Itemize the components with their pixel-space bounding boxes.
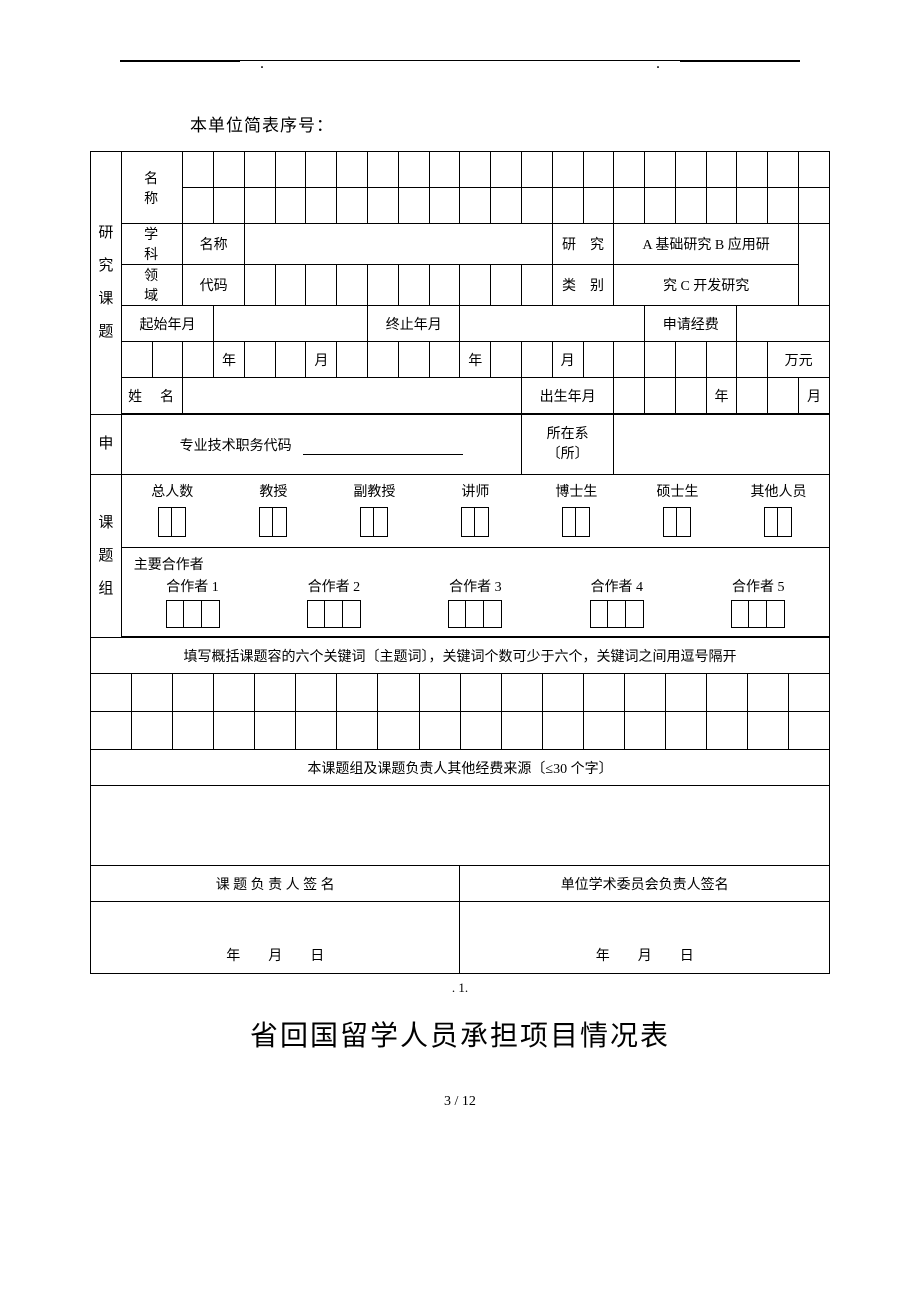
keywords-note: 填写概括课题容的六个关键词〔主题词〕，关键词个数可少于六个，关键词之间用逗号隔开 — [91, 638, 830, 674]
other-boxes[interactable] — [764, 507, 792, 537]
label-year-1: 年 — [214, 342, 245, 378]
total-boxes[interactable] — [158, 507, 186, 537]
label-subject: 学 科 — [121, 224, 183, 265]
keywords-row-1[interactable] — [91, 674, 830, 712]
coop-row: 主要合作者 合作者 1 合作者 2 合作者 3 合作者 4 合作者 5 — [121, 548, 829, 637]
label-prof: 教授 — [223, 481, 324, 501]
phd-boxes[interactable] — [562, 507, 590, 537]
sig-committee-field[interactable] — [460, 902, 830, 938]
coop3-boxes[interactable] — [448, 600, 502, 628]
coop5-boxes[interactable] — [731, 600, 785, 628]
label-sig-committee: 单位学术委员会负责人签名 — [460, 866, 830, 902]
label-phd: 博士生 — [526, 481, 627, 501]
title-code-field[interactable] — [303, 437, 463, 455]
prof-boxes[interactable] — [259, 507, 287, 537]
person-name-field[interactable] — [183, 378, 522, 414]
label-category: 类 别 — [552, 265, 614, 306]
label-month-1: 月 — [306, 342, 337, 378]
master-boxes[interactable] — [663, 507, 691, 537]
end-date-blank — [460, 306, 645, 342]
page-title: 省回国留学人员承担项目情况表 — [90, 1014, 830, 1054]
label-other: 其他人员 — [728, 481, 829, 501]
label-birth: 出生年月 — [521, 378, 613, 414]
label-start-date: 起始年月 — [121, 306, 213, 342]
mini-footer: . 1. — [90, 980, 830, 996]
coop2-boxes[interactable] — [307, 600, 361, 628]
label-coop3: 合作者 3 — [449, 576, 502, 596]
keywords-row-2[interactable] — [91, 712, 830, 750]
label-name: 名 称 — [121, 152, 183, 224]
label-dept: 所在系 〔所〕 — [521, 415, 613, 475]
label-wan: 万元 — [768, 342, 830, 378]
funding-note: 本课题组及课题负责人其他经费来源〔≤30 个字〕 — [91, 750, 830, 786]
label-lecturer: 讲师 — [425, 481, 526, 501]
label-apply-fund: 申请经费 — [645, 306, 737, 342]
research-type-pick[interactable] — [798, 224, 829, 306]
label-coop1: 合作者 1 — [166, 576, 219, 596]
application-form-table: 研 究 课 题 名 称 学 科 名称 研 究 A 基础研究 B 应用研 领 域 … — [90, 151, 830, 974]
page: .. 本单位简表序号： 研 究 课 题 名 称 学 科 名称 — [0, 0, 920, 1150]
label-year-2: 年 — [460, 342, 491, 378]
label-master: 硕士生 — [627, 481, 728, 501]
coop1-boxes[interactable] — [166, 600, 220, 628]
label-coop2: 合作者 2 — [308, 576, 361, 596]
subject-name-field[interactable] — [244, 224, 552, 265]
sig-leader-field[interactable] — [91, 902, 460, 938]
label-end-date: 终止年月 — [368, 306, 460, 342]
side-research-topic: 研 究 课 题 — [91, 152, 122, 415]
research-type-a-b: A 基础研究 B 应用研 — [614, 224, 799, 265]
unit-serial-label: 本单位简表序号： — [190, 111, 830, 136]
header-rule: .. — [120, 60, 800, 61]
name-cell[interactable] — [183, 152, 214, 188]
label-main-coop: 主要合作者 — [122, 548, 829, 574]
label-coop4: 合作者 4 — [591, 576, 644, 596]
label-month-2: 月 — [552, 342, 583, 378]
funding-field[interactable] — [91, 786, 830, 866]
page-number: 3 / 12 — [90, 1094, 830, 1110]
label-sig-leader: 课 题 负 责 人 签 名 — [91, 866, 460, 902]
label-assoc-prof: 副教授 — [324, 481, 425, 501]
title-code-row: 专业技术职务代码 — [121, 415, 521, 475]
label-birth-year: 年 — [706, 378, 737, 414]
label-field: 领 域 — [121, 265, 183, 306]
start-date-blank — [214, 306, 368, 342]
coop4-boxes[interactable] — [590, 600, 644, 628]
assoc-boxes[interactable] — [360, 507, 388, 537]
side-team: 课 题 组 — [91, 475, 122, 638]
fund-blank — [737, 306, 830, 342]
lecturer-boxes[interactable] — [461, 507, 489, 537]
label-birth-month: 月 — [798, 378, 829, 414]
research-type-c: 究 C 开发研究 — [614, 265, 799, 306]
label-title-code: 专业技术职务代码 — [180, 439, 292, 454]
label-code: 代码 — [183, 265, 245, 306]
label-person-name: 姓 名 — [121, 378, 183, 414]
label-subname: 名称 — [183, 224, 245, 265]
date-leader: 年 月 日 — [91, 938, 460, 974]
label-research: 研 究 — [552, 224, 614, 265]
label-total: 总人数 — [122, 481, 223, 501]
side-applicant: 申 — [91, 415, 122, 475]
dept-field[interactable] — [614, 415, 830, 475]
date-committee: 年 月 日 — [460, 938, 830, 974]
label-coop5: 合作者 5 — [732, 576, 785, 596]
team-headers-row: 总人数 教授 副教授 讲师 博士生 硕士生 其他人员 — [121, 475, 829, 548]
